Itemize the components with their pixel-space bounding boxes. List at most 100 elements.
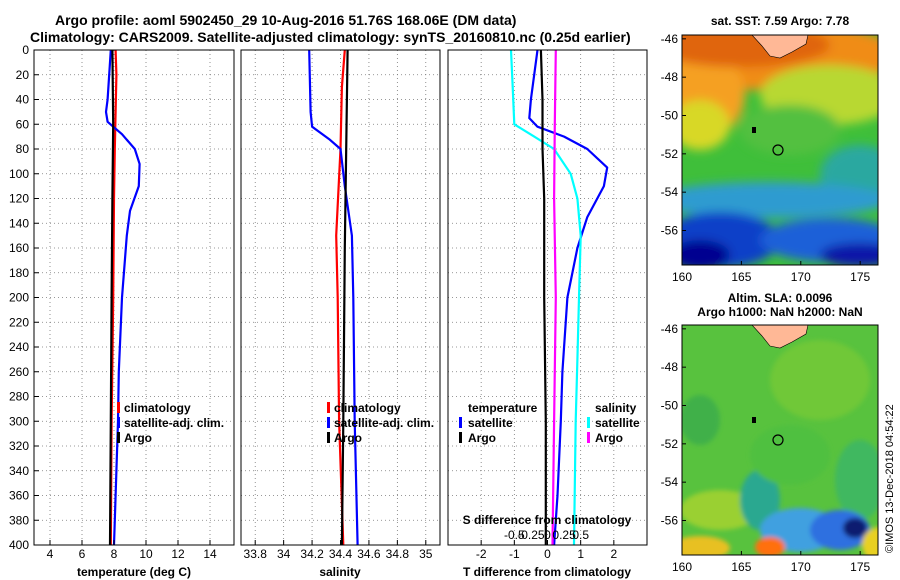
sla-map-panel: Altim. SLA: 0.0096 Argo h1000: NaN h2000…: [661, 291, 879, 574]
series-line-argo: [340, 49, 349, 546]
difference-panel: -2 -1 0 1 2 -0.5-0.25 0 0.250.5 S difference f…: [447, 49, 648, 579]
x-tick-label: 4: [47, 547, 54, 561]
map-x-tick-label: 165: [731, 270, 751, 284]
series-line-argo: [108, 49, 115, 546]
map-y-tick-label: -56: [661, 514, 679, 528]
x-tick-label: 12: [171, 547, 185, 561]
sla-island-marker: [752, 417, 756, 423]
difference-legend-s-argo: Argo: [595, 431, 623, 445]
difference-legend: temperature satellite Argo salinity sate…: [459, 401, 640, 445]
salinity-legend-argo: Argo: [334, 431, 362, 445]
title-line-2: Climatology: CARS2009. Satellite-adjuste…: [30, 29, 631, 45]
sst-argo-marker: [772, 144, 784, 156]
sst-heatmap: [682, 35, 878, 265]
map-y-tick-label: -50: [661, 109, 679, 123]
map-x-tick-label: 165: [731, 560, 751, 574]
sst-land-mask: [751, 35, 809, 59]
sst-map-frame: [681, 34, 879, 266]
map-x-tick-label: 160: [672, 560, 692, 574]
sla-map-frame: [681, 324, 879, 556]
map-y-tick-label: -46: [661, 32, 679, 46]
difference-top-label: S difference from climatology: [463, 513, 632, 527]
title-line-1: Argo profile: aoml 5902450_29 10-Aug-201…: [55, 12, 516, 28]
temperature-legend: climatology satellite-adj. clim. Argo: [117, 401, 224, 445]
difference-xlabel: T difference from climatology: [463, 565, 631, 579]
y-tick-label: 100: [9, 167, 29, 181]
x-tick-label: 34.8: [386, 547, 410, 561]
difference-legend-t-argo: Argo: [468, 431, 496, 445]
y-tick-label: 40: [16, 93, 30, 107]
y-tick-label: 60: [16, 117, 30, 131]
series-line-t-argo: [539, 49, 547, 545]
x-tick-label: -1: [509, 547, 520, 561]
difference-legend-s-satellite: satellite: [595, 416, 640, 430]
salinity-legend-climatology: climatology: [334, 401, 401, 415]
map-y-tick-label: -48: [661, 360, 679, 374]
temperature-legend-climatology: climatology: [124, 401, 191, 415]
salinity-legend: climatology satellite-adj. clim. Argo: [327, 401, 434, 445]
s-tick-label: 0.5: [572, 528, 589, 542]
y-tick-label: 180: [9, 266, 29, 280]
sla-heatmap: [682, 325, 878, 555]
s-tick-label: 0: [544, 528, 551, 542]
salinity-legend-satellite: satellite-adj. clim.: [334, 416, 434, 430]
x-tick-label: -2: [476, 547, 487, 561]
salinity-panel: 33.8 34 34.2 34.4 34.6 34.8 35 salinity climat…: [240, 49, 441, 579]
map-x-tick-label: 175: [850, 560, 870, 574]
map-x-tick-label: 170: [791, 270, 811, 284]
map-y-tick-label: -52: [661, 437, 679, 451]
x-tick-label: 1: [577, 547, 584, 561]
x-tick-label: 34: [277, 547, 291, 561]
sst-map-title: sat. SST: 7.59 Argo: 7.78: [711, 14, 850, 28]
sst-map-panel: sat. SST: 7.59 Argo: 7.78 160 16: [661, 14, 879, 284]
difference-legend-t-satellite: satellite: [468, 416, 513, 430]
x-tick-label: 8: [111, 547, 118, 561]
y-tick-label: 280: [9, 390, 29, 404]
x-tick-label: 2: [610, 547, 617, 561]
x-tick-label: 33.8: [244, 547, 268, 561]
credit-stamp: ©IMOS 13-Dec-2018 04:54:22: [884, 404, 896, 553]
s-tick-label: 0.25: [552, 528, 576, 542]
x-tick-label: 34.6: [357, 547, 381, 561]
y-tick-label: 380: [9, 513, 29, 527]
y-tick-label: 240: [9, 340, 29, 354]
temperature-legend-argo: Argo: [124, 431, 152, 445]
s-tick-label: -0.5: [504, 528, 525, 542]
y-tick-label: 120: [9, 192, 29, 206]
y-tick-label: 160: [9, 241, 29, 255]
difference-legend-temperature-title: temperature: [468, 401, 538, 415]
difference-legend-salinity-title: salinity: [595, 401, 637, 415]
x-tick-label: 6: [79, 547, 86, 561]
x-tick-label: 0: [544, 547, 551, 561]
x-tick-label: 34.4: [329, 547, 353, 561]
temperature-legend-satellite: satellite-adj. clim.: [124, 416, 224, 430]
x-tick-label: 35: [419, 547, 433, 561]
y-tick-label: 200: [9, 291, 29, 305]
map-y-tick-label: -46: [661, 322, 679, 336]
map-y-tick-label: -48: [661, 70, 679, 84]
x-tick-label: 10: [139, 547, 153, 561]
y-tick-label: 260: [9, 365, 29, 379]
series-line-s-satellite: [509, 49, 582, 546]
y-tick-label: 0: [22, 43, 29, 57]
series-line-climatology: [335, 49, 346, 546]
map-x-tick-label: 160: [672, 270, 692, 284]
temperature-xlabel: temperature (deg C): [77, 565, 191, 579]
s-tick-label: -0.25: [517, 528, 545, 542]
map-y-tick-label: -52: [661, 147, 679, 161]
y-tick-label: 220: [9, 315, 29, 329]
sla-argo-marker: [772, 434, 784, 446]
sst-island-marker: [752, 127, 756, 133]
y-tick-label: 80: [16, 142, 30, 156]
y-tick-label: 360: [9, 489, 29, 503]
temperature-panel: 0 20 40 60 80 100 120 140 160 180 200 220 240 260 280 3…: [9, 43, 235, 579]
series-line-satellite-adj-clim-: [308, 49, 359, 546]
map-y-tick-label: -56: [661, 224, 679, 238]
series-line-t-satellite: [528, 49, 609, 546]
salinity-xlabel: salinity: [319, 565, 361, 579]
series-line-s-argo: [551, 49, 557, 546]
y-tick-label: 300: [9, 414, 29, 428]
y-tick-label: 140: [9, 216, 29, 230]
sla-land-mask: [751, 325, 809, 349]
